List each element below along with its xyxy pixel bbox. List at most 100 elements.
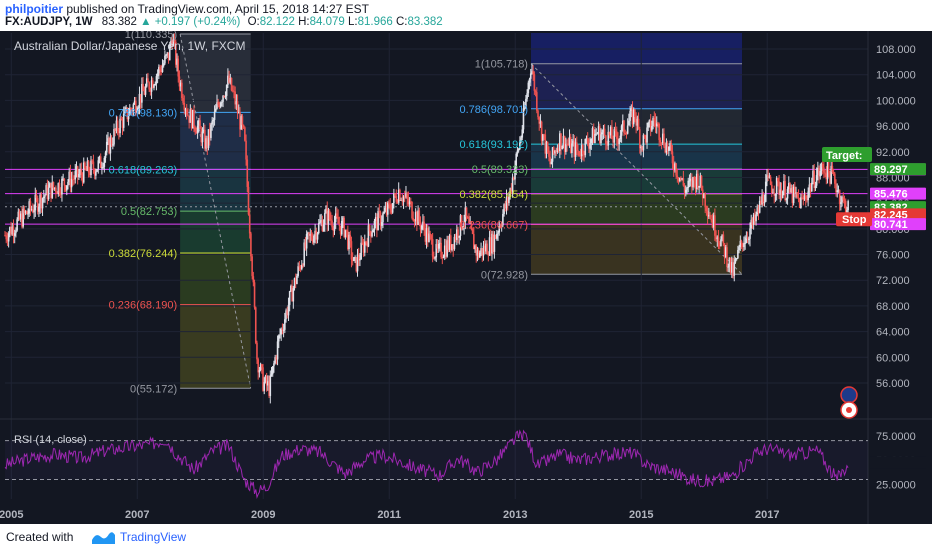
candle-body: [754, 214, 756, 222]
candle-body: [76, 166, 79, 177]
candle-body: [384, 207, 387, 212]
candle-body: [347, 230, 349, 250]
candle-body: [433, 256, 435, 259]
candle-body: [11, 226, 14, 235]
fib-level-label: 0.618(89.263): [109, 164, 178, 176]
candle-body: [310, 234, 313, 240]
price-label-text: 80.741: [874, 219, 908, 231]
candle-body: [17, 211, 20, 220]
candle-body: [128, 108, 131, 116]
candle-body: [292, 288, 295, 302]
candle-body: [196, 125, 199, 134]
candle-body: [16, 219, 18, 231]
candle-body: [657, 123, 659, 125]
candle-body: [187, 114, 189, 116]
candle-body: [242, 125, 245, 128]
chart-area[interactable]: 1(110.335) 0.786(98.130) 0.618(89.263) 0.5(…: [0, 29, 932, 524]
candle-body: [9, 227, 11, 234]
price-axis[interactable]: 108.000104.000100.00096.00092.00088.0008…: [0, 31, 932, 524]
candle-body: [785, 198, 788, 201]
candle-body: [577, 150, 579, 152]
candle-body: [401, 199, 404, 202]
candle-body: [307, 232, 309, 235]
candle-body: [442, 256, 445, 258]
candle-body: [210, 124, 212, 138]
candle-body: [449, 235, 452, 250]
candle-body: [328, 210, 331, 220]
candle-body: [273, 363, 275, 367]
candle-body: [640, 146, 642, 149]
candle-body: [383, 211, 385, 214]
candle-body: [216, 102, 218, 109]
candle-body: [159, 67, 161, 70]
candle-body: [605, 135, 607, 144]
candle-body: [809, 184, 812, 192]
fib-level-label: 0(72.928): [481, 269, 528, 281]
low-value: 81.966: [357, 16, 393, 28]
candle-body: [355, 257, 358, 272]
candle-body: [520, 137, 522, 141]
candle-body: [350, 241, 353, 260]
candle-body: [562, 136, 565, 146]
candle-body: [275, 357, 278, 360]
close-value: 83.382: [407, 16, 443, 28]
candle-body: [121, 119, 124, 128]
candle-body: [624, 132, 627, 134]
fib-level-label: 0.382(76.244): [109, 248, 178, 260]
candle-body: [167, 52, 170, 61]
candle-body: [334, 213, 337, 223]
candle-body: [780, 189, 783, 199]
candle-body: [286, 310, 289, 316]
candle-body: [468, 218, 470, 224]
candle-body: [739, 240, 742, 248]
candle-body: [290, 285, 292, 292]
candle-body: [274, 357, 276, 364]
candle-body: [6, 239, 9, 242]
candle-body: [611, 126, 613, 140]
author-link[interactable]: philpoitier: [5, 2, 63, 16]
fib-top-band: [530, 33, 743, 64]
candle-body: [631, 108, 634, 125]
candle-body: [722, 234, 725, 244]
fib-zone: [530, 193, 743, 225]
candle-body: [119, 118, 121, 134]
target-tag: [822, 147, 872, 162]
candle-body: [393, 193, 395, 204]
candle-body: [701, 189, 704, 199]
candle-body: [749, 228, 751, 239]
candle-body: [687, 180, 690, 188]
candle-body: [63, 178, 66, 186]
candle-body: [107, 138, 109, 142]
candle-body: [78, 173, 80, 177]
close-label: C:: [396, 16, 408, 28]
fib-zone: [530, 168, 743, 194]
tradingview-brand-link[interactable]: TradingView: [120, 530, 187, 544]
fib-level-label: 0.382(85.454): [459, 189, 528, 201]
candle-body: [685, 189, 687, 193]
candle-body: [623, 120, 625, 133]
candle-body: [222, 95, 224, 102]
candle-body: [397, 189, 400, 203]
candle-body: [459, 215, 462, 236]
tradingview-logo-icon[interactable]: [90, 528, 116, 549]
candle-body: [802, 197, 805, 200]
candle-body: [620, 125, 623, 136]
time-axis[interactable]: 2005 2007 2009 2011 2013 2015 2017: [0, 509, 779, 521]
candle-body: [298, 266, 301, 268]
candle-body: [434, 257, 436, 259]
chart-svg[interactable]: 1(110.335) 0.786(98.130) 0.618(89.263) 0.5(…: [0, 29, 932, 524]
candle-body: [326, 208, 329, 225]
candle-body: [361, 242, 364, 244]
open-value: 82.122: [259, 16, 295, 28]
candle-body: [178, 76, 181, 87]
candle-body: [724, 247, 727, 258]
fib-level-label: 0.5(89.323): [472, 164, 528, 176]
candle-body: [379, 212, 382, 226]
candle-body: [327, 210, 330, 225]
candle-body: [789, 183, 791, 193]
candle-body: [380, 222, 383, 226]
candle-body: [559, 133, 561, 152]
candle-body: [200, 128, 203, 143]
candle-body: [561, 145, 564, 150]
